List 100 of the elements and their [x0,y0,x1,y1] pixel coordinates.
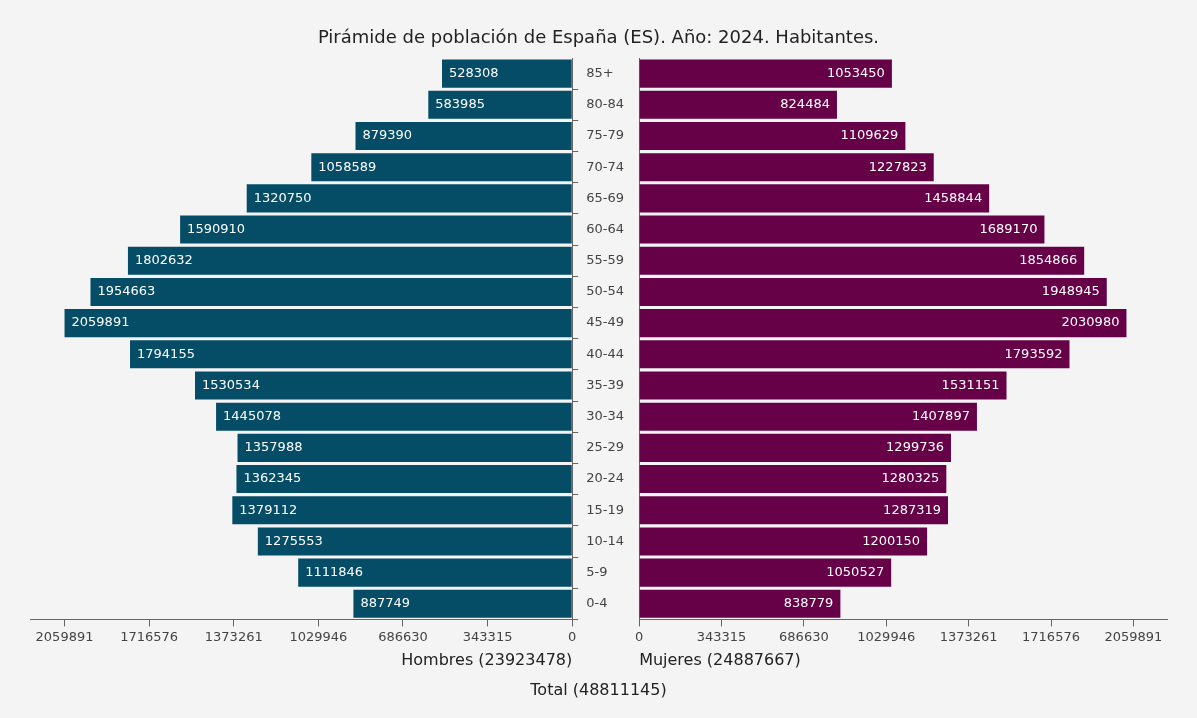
bar [639,121,906,151]
bar [428,90,572,119]
data-label: 2059891 [71,314,130,330]
data-label: 1357988 [244,439,303,455]
bar [639,59,892,88]
bar [237,433,572,462]
chart-title: Pirámide de población de España (ES). Año: 2024. Habitantes. [316,26,881,47]
bar [639,371,1007,400]
y-tick-label: 5-9 [586,563,608,579]
bar [639,558,892,587]
bar [639,496,949,525]
data-label: 1362345 [243,470,302,486]
bar [639,465,947,494]
y-tick-label: 85+ [586,64,614,80]
bar [236,465,572,494]
y-tick-label: 35-39 [586,376,625,392]
bar [639,90,837,119]
y-tick-label: 30-34 [586,408,625,424]
y-tick-label: 75-79 [586,127,625,143]
y-tick-label: 50-54 [586,283,625,299]
data-label: 879390 [362,127,413,143]
x-tick-label: 2059891 [35,628,94,644]
data-label: 1802632 [134,252,193,268]
bar [195,371,572,400]
data-label: 1590910 [187,220,246,236]
data-label: 1530534 [202,376,260,392]
data-label: 583985 [435,96,485,112]
y-tick-label: 0-4 [586,595,608,611]
y-tick-label: 65-69 [586,189,625,205]
x-tick-label: 1029946 [857,628,916,644]
data-label: 887749 [360,595,411,611]
data-label: 1058589 [318,158,377,174]
text: Total (48811145) [529,680,668,699]
data-label: 1320750 [253,189,312,205]
data-label: 1854866 [1019,252,1078,268]
bar [639,153,934,182]
data-label: 1111846 [305,563,364,579]
x-tick-label: 686630 [378,628,428,644]
y-tick-label: 40-44 [586,345,625,361]
x-tick-label: 343315 [462,628,513,644]
data-label: 824484 [780,96,830,112]
data-label: 1275553 [264,532,323,548]
data-label: 1531151 [941,376,1000,392]
x-tick-label: 0 [568,628,577,644]
x-tick-label: 343315 [696,628,747,644]
bar [127,246,572,275]
y-tick-label: 20-24 [586,470,625,486]
bar [355,121,572,151]
y-tick-label: 80-84 [586,96,625,112]
data-label: 1200150 [862,532,921,548]
bar [442,59,572,88]
bar [639,246,1085,275]
bar [246,184,572,213]
data-label: 1053450 [826,64,885,80]
data-label: 2030980 [1061,314,1120,330]
x-tick-label: 1716576 [1022,628,1080,644]
data-label: 1954663 [97,283,156,299]
y-tick-label: 25-29 [586,439,625,455]
y-tick-label: 60-64 [586,220,625,236]
bar [639,589,841,618]
data-label: 1794155 [137,345,195,361]
data-label: 1227823 [868,158,927,174]
y-tick-label: 45-49 [586,314,625,330]
data-label: 838779 [783,595,834,611]
data-label: 1287319 [883,501,942,517]
data-label: 1299736 [886,439,944,455]
y-tick-label: 55-59 [586,252,625,268]
x-tick-label: 1029946 [289,628,348,644]
bar [639,527,928,556]
bar [130,340,572,369]
y-tick-label: 15-19 [586,501,625,517]
bar [311,153,572,182]
bar [90,277,572,306]
bar [639,184,990,213]
data-label: 1445078 [223,408,281,424]
bar [639,402,977,431]
x-tick-label: 1716576 [120,628,179,644]
bar [64,309,572,338]
data-label: 1050527 [826,563,885,579]
data-label: 1689170 [979,220,1038,236]
bar [639,340,1070,369]
bar [639,309,1127,338]
data-label: 1109629 [840,127,899,143]
bar [180,215,572,244]
bar [232,496,572,525]
x-axis-title: Hombres (23923478) [401,650,573,669]
bar [639,433,951,462]
x-tick-label: 1373261 [939,628,998,644]
x-tick-label: 0 [634,628,644,644]
bar [353,589,572,618]
data-label: 1407897 [912,408,970,424]
y-tick-label: 10-14 [586,532,625,548]
bar [639,277,1107,306]
data-label: 1280325 [881,470,940,486]
data-label: 1379112 [239,501,298,517]
data-label: 528308 [449,64,499,80]
bar [257,527,572,556]
data-label: 1793592 [1004,345,1063,361]
x-tick-label: 2059891 [1104,628,1163,644]
data-label: 1458844 [924,189,983,205]
